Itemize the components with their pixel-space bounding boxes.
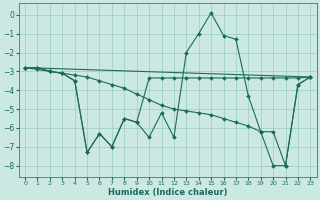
X-axis label: Humidex (Indice chaleur): Humidex (Indice chaleur) (108, 188, 228, 197)
